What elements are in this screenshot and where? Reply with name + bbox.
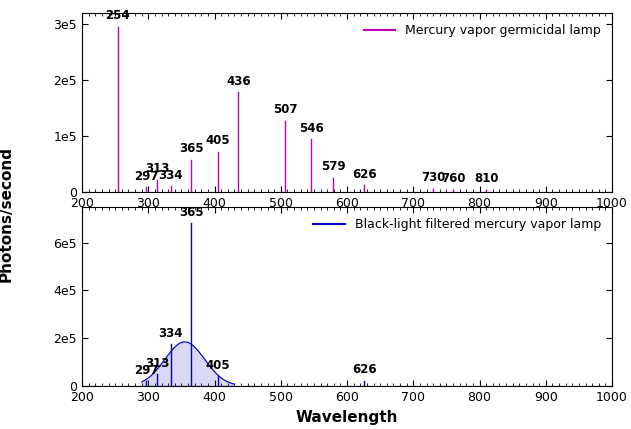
Text: 365: 365	[179, 206, 204, 219]
Text: 436: 436	[226, 75, 251, 88]
Text: 626: 626	[352, 168, 377, 181]
X-axis label: Wavelength: Wavelength	[296, 410, 398, 425]
Text: 313: 313	[144, 356, 169, 370]
Text: 507: 507	[273, 103, 298, 116]
Text: 405: 405	[206, 134, 230, 148]
Text: 297: 297	[134, 364, 158, 377]
Text: Photons/second: Photons/second	[0, 146, 14, 283]
Text: 546: 546	[299, 121, 324, 135]
Text: 405: 405	[206, 359, 230, 372]
Text: 334: 334	[158, 327, 183, 340]
Text: 730: 730	[421, 172, 445, 184]
Text: 365: 365	[179, 142, 204, 155]
Text: 760: 760	[441, 172, 465, 185]
Legend: Black-light filtered mercury vapor lamp: Black-light filtered mercury vapor lamp	[309, 213, 606, 236]
Text: 313: 313	[144, 163, 169, 175]
Text: 297: 297	[134, 170, 158, 183]
Text: 579: 579	[321, 160, 345, 173]
Text: 254: 254	[105, 9, 130, 22]
Text: 626: 626	[352, 363, 377, 376]
Text: 334: 334	[158, 169, 183, 181]
Text: 810: 810	[474, 172, 498, 185]
Legend: Mercury vapor germicidal lamp: Mercury vapor germicidal lamp	[359, 19, 606, 42]
